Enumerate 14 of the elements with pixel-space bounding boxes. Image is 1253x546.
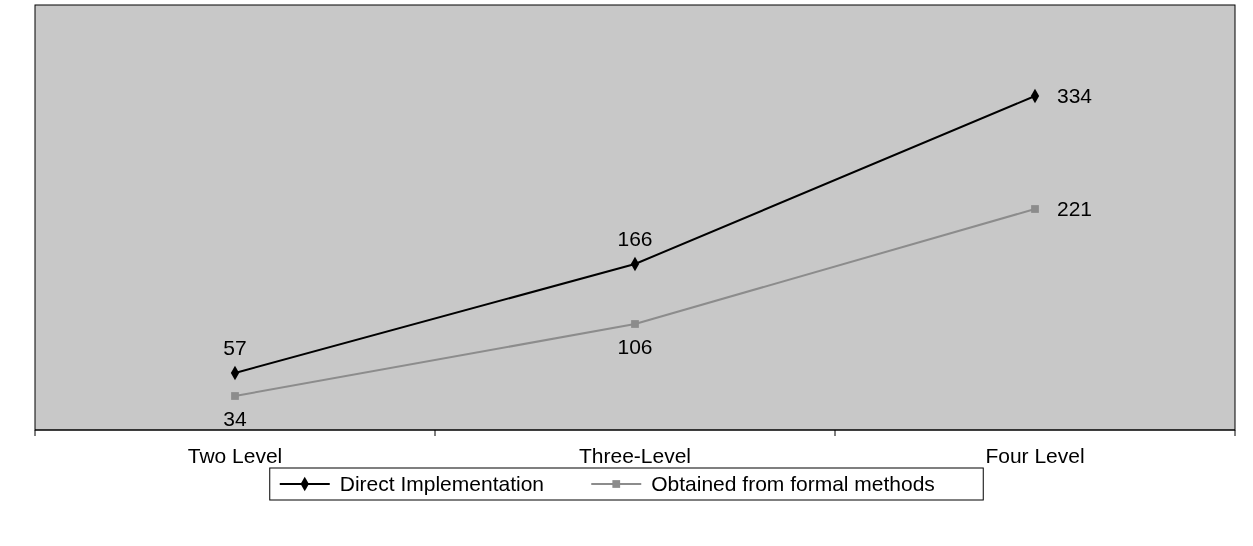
data-label: 166 bbox=[617, 227, 653, 250]
point bbox=[631, 320, 639, 328]
data-label: 334 bbox=[1057, 84, 1093, 107]
data-label: 221 bbox=[1057, 197, 1093, 220]
legend-label: Direct Implementation bbox=[339, 472, 544, 495]
data-label: 57 bbox=[223, 336, 247, 359]
point bbox=[1031, 205, 1039, 213]
data-label: 106 bbox=[617, 335, 653, 358]
x-tick-label: Four Level bbox=[985, 444, 1085, 467]
data-label: 34 bbox=[223, 407, 247, 430]
x-tick-label: Three-Level bbox=[578, 444, 692, 467]
legend-label: Obtained from formal methods bbox=[651, 472, 935, 495]
point bbox=[231, 392, 239, 400]
x-tick-label: Two Level bbox=[187, 444, 283, 467]
